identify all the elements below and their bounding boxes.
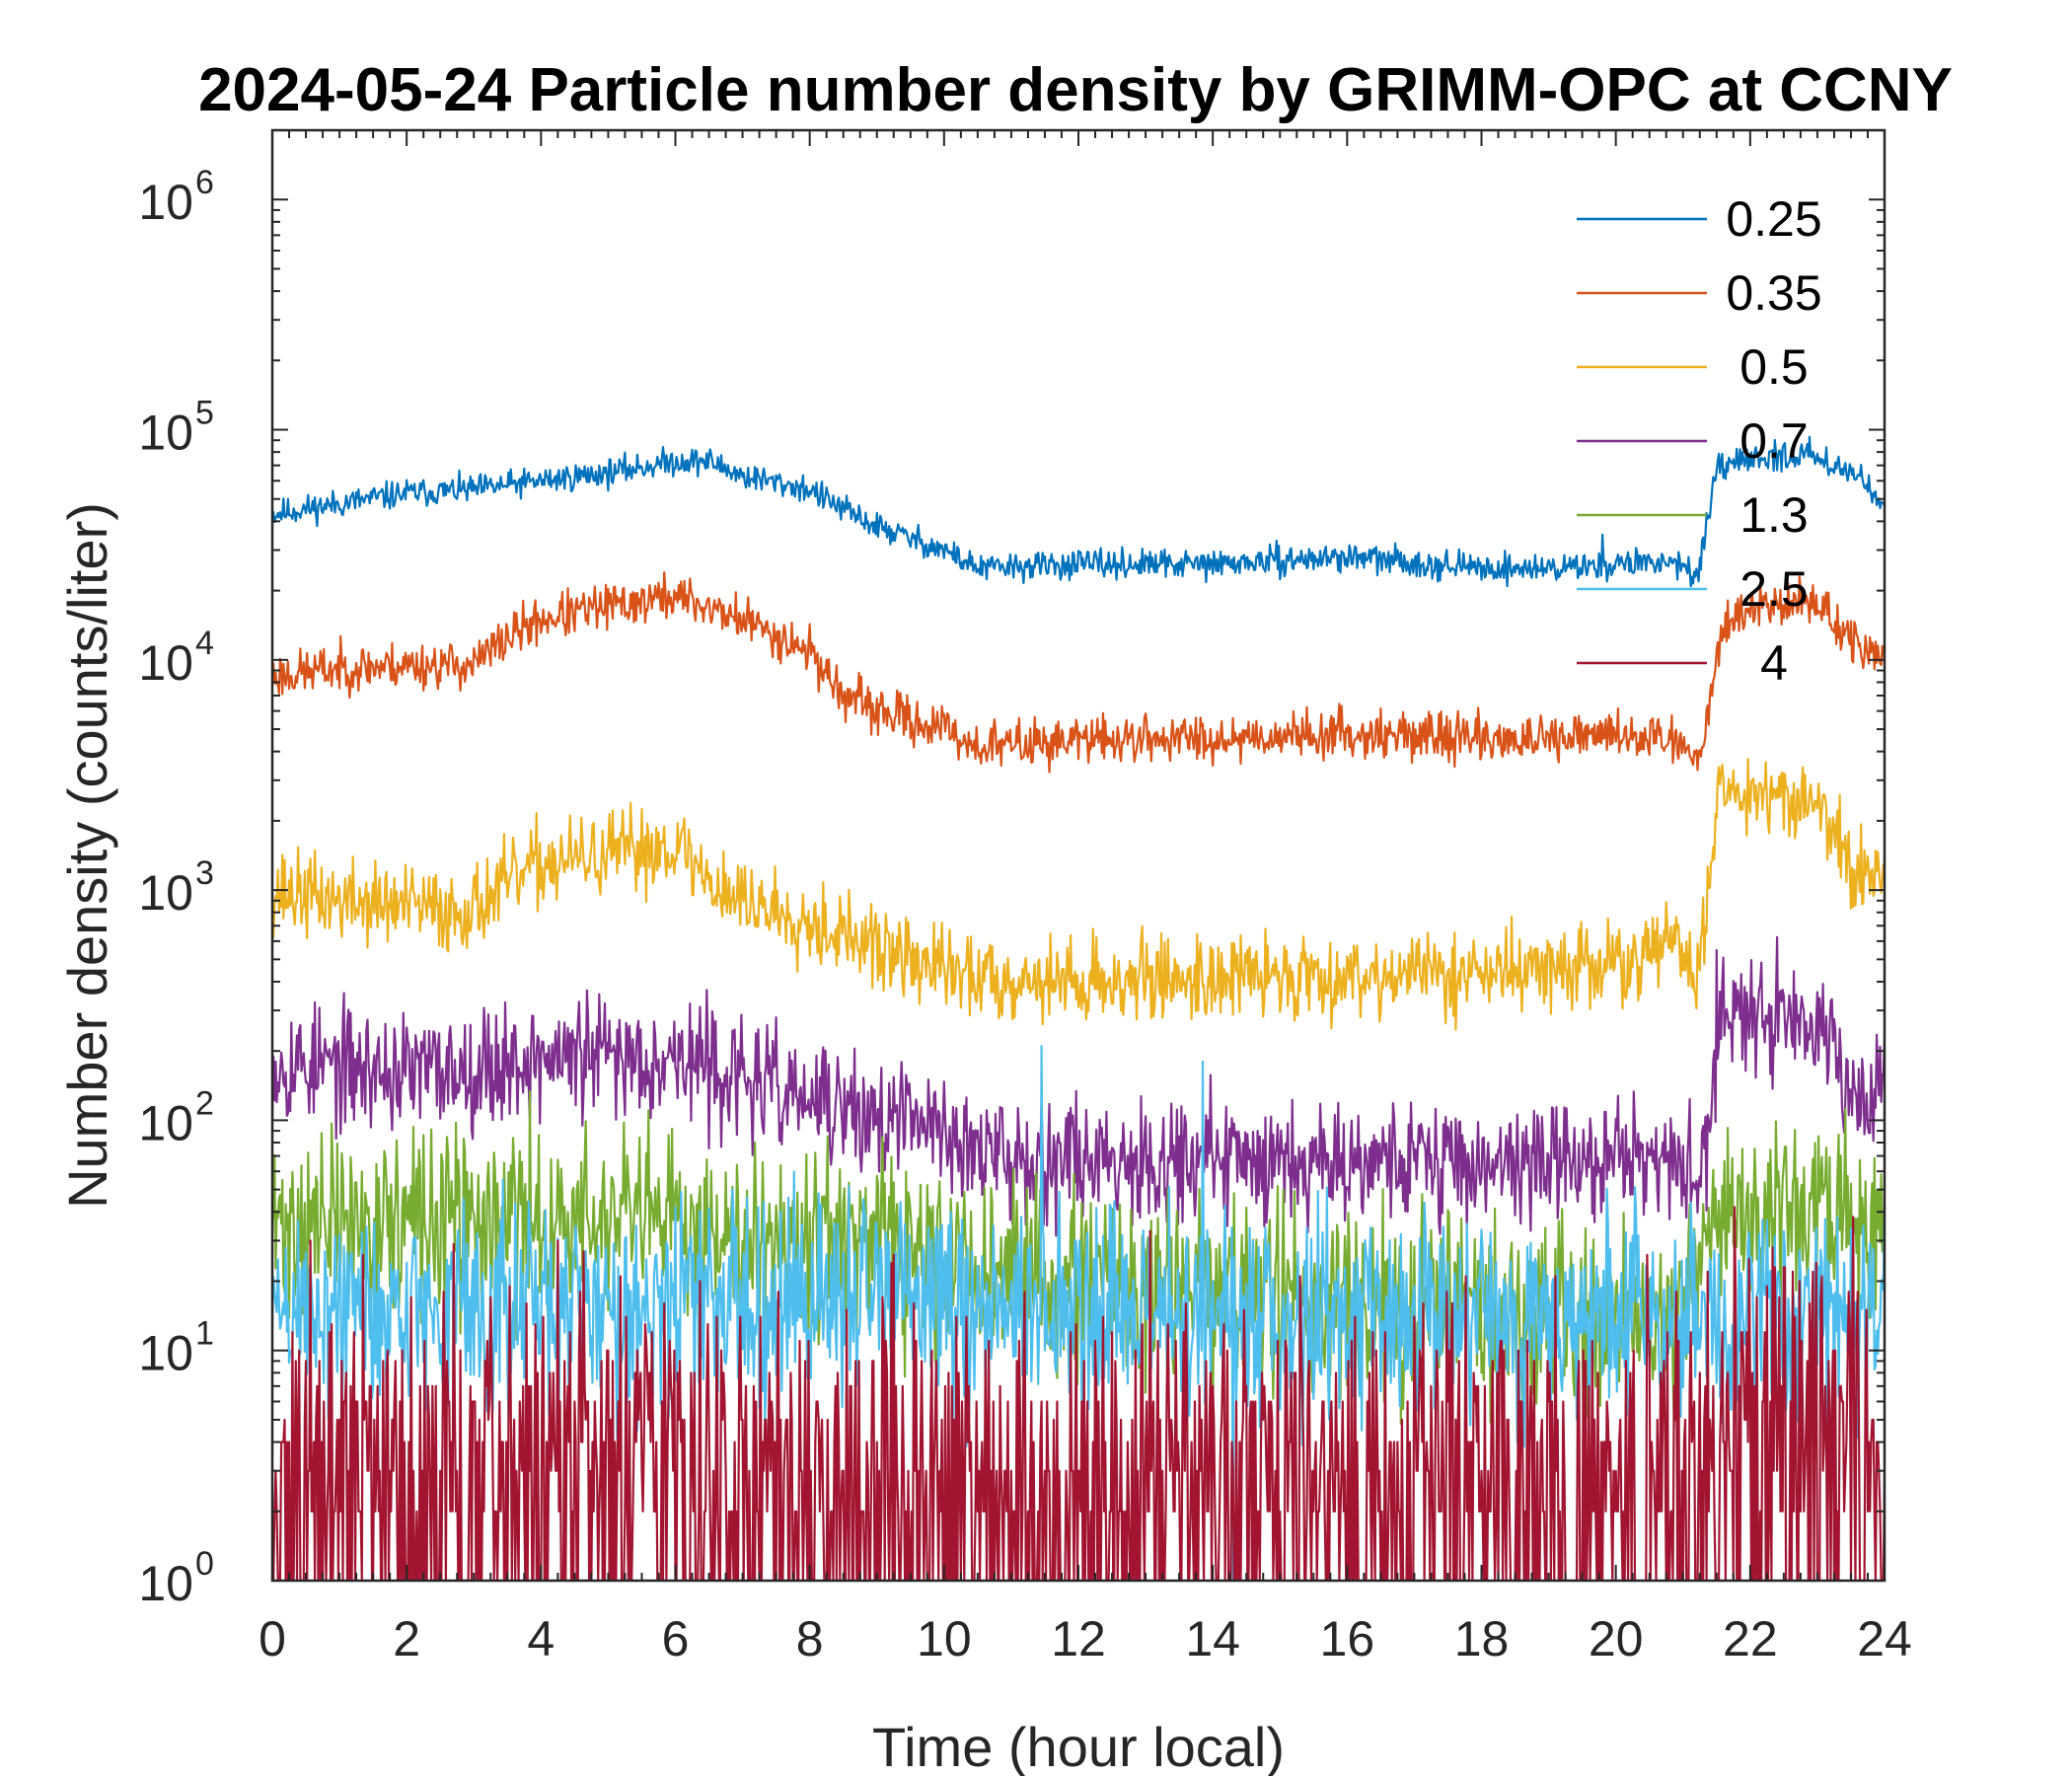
legend: 0.25 0.35 0.5 0.7 1.3 2.5 4 xyxy=(1577,191,1822,691)
x-tick-label: 6 xyxy=(662,1611,690,1666)
y-tick-label: 10 xyxy=(138,1326,193,1381)
legend-label-0.7: 0.7 xyxy=(1739,413,1809,469)
axes xyxy=(270,128,1887,1583)
y-tick-exponent: 3 xyxy=(195,854,214,892)
plot-lines xyxy=(272,435,1885,1581)
y-tick-label: 10 xyxy=(138,865,193,921)
y-tick-label: 10 xyxy=(138,406,193,461)
chart-title: 2024-05-24 Particle number density by GR… xyxy=(198,56,1953,124)
series-line-4 xyxy=(272,1206,1885,1581)
y-tick-exponent: 6 xyxy=(195,164,214,201)
y-tick-exponent: 4 xyxy=(195,625,214,662)
legend-label-1.3: 1.3 xyxy=(1739,487,1809,543)
y-tick-label: 10 xyxy=(138,635,193,691)
x-tick-label: 0 xyxy=(259,1611,286,1666)
y-tick-exponent: 0 xyxy=(195,1545,214,1583)
y-tick-exponent: 1 xyxy=(195,1315,214,1353)
x-tick-label: 4 xyxy=(527,1611,555,1666)
x-axis-label: Time (hour local) xyxy=(872,1716,1285,1776)
series-line-2.5 xyxy=(272,1045,1885,1581)
x-tick-label: 16 xyxy=(1320,1611,1375,1666)
x-tick-label: 2 xyxy=(393,1611,420,1666)
x-tick-label: 14 xyxy=(1185,1611,1240,1666)
y-tick-exponent: 2 xyxy=(195,1084,214,1122)
series-line-0.35 xyxy=(272,571,1885,774)
x-tick-label: 22 xyxy=(1723,1611,1778,1666)
legend-label-2.5: 2.5 xyxy=(1739,561,1809,617)
legend-label-0.35: 0.35 xyxy=(1726,265,1821,321)
series-line-0.25 xyxy=(272,435,1885,588)
y-tick-label: 10 xyxy=(138,1556,193,1611)
y-tick-label: 10 xyxy=(138,175,193,230)
x-tick-label: 10 xyxy=(917,1611,972,1666)
series-line-0.7 xyxy=(272,935,1885,1237)
legend-label-0.25: 0.25 xyxy=(1726,191,1821,247)
y-axis-label: Number density (counts/liter) xyxy=(56,502,118,1209)
legend-label-0.5: 0.5 xyxy=(1739,339,1809,395)
x-tick-label: 18 xyxy=(1454,1611,1510,1666)
legend-label-4: 4 xyxy=(1760,635,1788,691)
y-tick-exponent: 5 xyxy=(195,395,214,432)
x-tick-label: 24 xyxy=(1857,1611,1912,1666)
x-tick-label: 20 xyxy=(1589,1611,1644,1666)
x-tick-label: 8 xyxy=(796,1611,824,1666)
y-tick-label: 10 xyxy=(138,1095,193,1150)
series-line-0.5 xyxy=(272,758,1885,1031)
x-tick-label: 12 xyxy=(1051,1611,1106,1666)
